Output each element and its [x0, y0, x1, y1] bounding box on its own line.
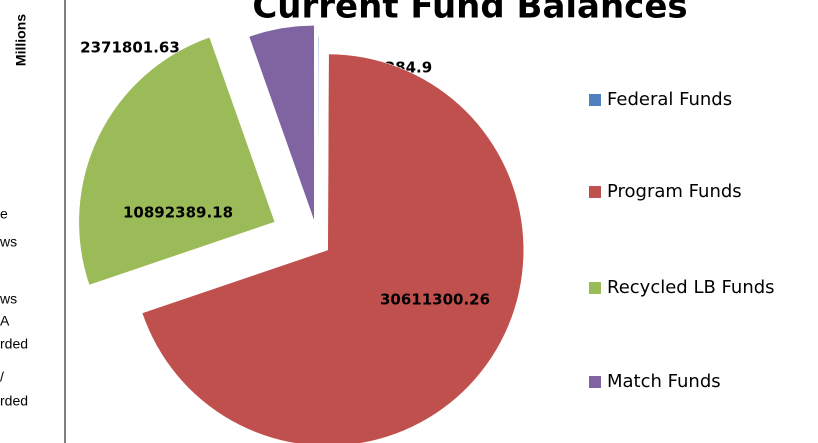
side-fragment: rded	[0, 336, 28, 352]
legend-label: Federal Funds	[607, 89, 732, 110]
axis-label: Millions	[13, 14, 29, 66]
side-fragment: ws	[0, 291, 17, 307]
pie-slice	[317, 36, 320, 234]
legend-label: Program Funds	[607, 181, 742, 202]
data-label: 10892389.18	[123, 204, 233, 222]
legend-swatch	[589, 94, 601, 106]
pie-slice	[141, 53, 524, 443]
side-fragment: rded	[0, 393, 28, 409]
legend-swatch	[589, 282, 601, 294]
legend-swatch	[589, 376, 601, 388]
pie-slice	[78, 36, 276, 286]
pie-slice	[248, 25, 315, 222]
side-fragment: A	[0, 313, 10, 329]
data-label: 2371801.63	[80, 39, 180, 57]
legend-label: Recycled LB Funds	[607, 277, 775, 298]
legend-label: Match Funds	[607, 371, 721, 392]
data-label: 30611300.26	[380, 291, 490, 309]
side-fragment: e	[0, 206, 8, 222]
legend-swatch	[589, 186, 601, 198]
chart-title: Current Fund Balances	[252, 0, 687, 27]
side-fragment: /	[0, 369, 4, 385]
side-fragment: ws	[0, 234, 17, 250]
